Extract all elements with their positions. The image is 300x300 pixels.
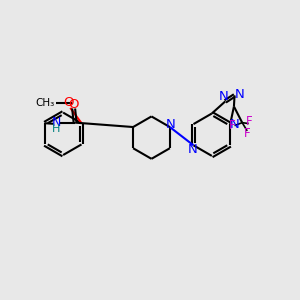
Text: N: N [230, 118, 239, 130]
Text: H: H [52, 124, 61, 134]
Text: N: N [219, 90, 228, 103]
Text: N: N [188, 143, 197, 156]
Text: N: N [52, 116, 61, 129]
Text: F: F [244, 127, 250, 140]
Text: N: N [235, 88, 244, 101]
Text: O: O [68, 98, 79, 111]
Text: O: O [64, 96, 74, 109]
Text: CH₃: CH₃ [36, 98, 55, 108]
Text: F: F [229, 119, 236, 132]
Text: F: F [246, 115, 253, 128]
Text: N: N [166, 118, 176, 131]
